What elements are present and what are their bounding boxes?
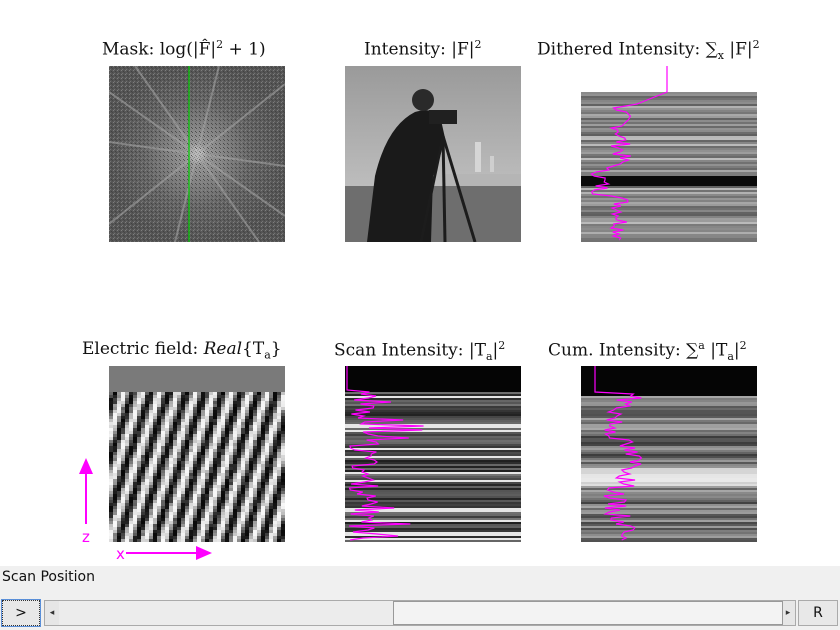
cumulative-intensity-title: Cum. Intensity: ∑a |Ta|2 (548, 339, 747, 364)
arrow-right-icon (126, 546, 212, 560)
x-axis-label: x (116, 545, 125, 563)
slider-thumb[interactable] (393, 601, 783, 625)
dithered-intensity-title: Dithered Intensity: ∑x |F|2 (537, 38, 760, 63)
slider-right-arrow-icon[interactable]: ▸ (785, 608, 791, 618)
reset-button[interactable]: R (798, 600, 838, 626)
scan-intensity-image (345, 366, 521, 542)
mask-image (109, 66, 285, 242)
mask-title: Mask: log(|F̂|2 + 1) (102, 38, 266, 60)
scan-intensity-panel (345, 366, 521, 542)
scan-position-label: Scan Position (2, 569, 95, 585)
slider-track[interactable] (59, 601, 394, 625)
intensity-title: Intensity: |F|2 (364, 38, 482, 60)
dithered-intensity-image (581, 66, 757, 242)
intensity-panel (345, 66, 521, 242)
z-axis-label: z (82, 528, 90, 546)
electric-field-panel (109, 366, 285, 542)
intensity-image (345, 66, 521, 242)
cumulative-intensity-panel (581, 366, 757, 542)
mask-panel (109, 66, 285, 242)
play-button[interactable]: > (1, 599, 41, 627)
slider-left-arrow-icon[interactable]: ◂ (49, 608, 55, 618)
cumulative-intensity-image (581, 366, 757, 542)
dithered-intensity-panel (581, 66, 757, 242)
electric-field-title: Electric field: Real{Ta} (82, 339, 282, 362)
scan-position-slider[interactable]: ◂ ▸ (44, 600, 796, 626)
arrow-up-icon (79, 458, 93, 524)
electric-field-image (109, 366, 285, 542)
scan-intensity-title: Scan Intensity: |Ta|2 (334, 339, 506, 364)
